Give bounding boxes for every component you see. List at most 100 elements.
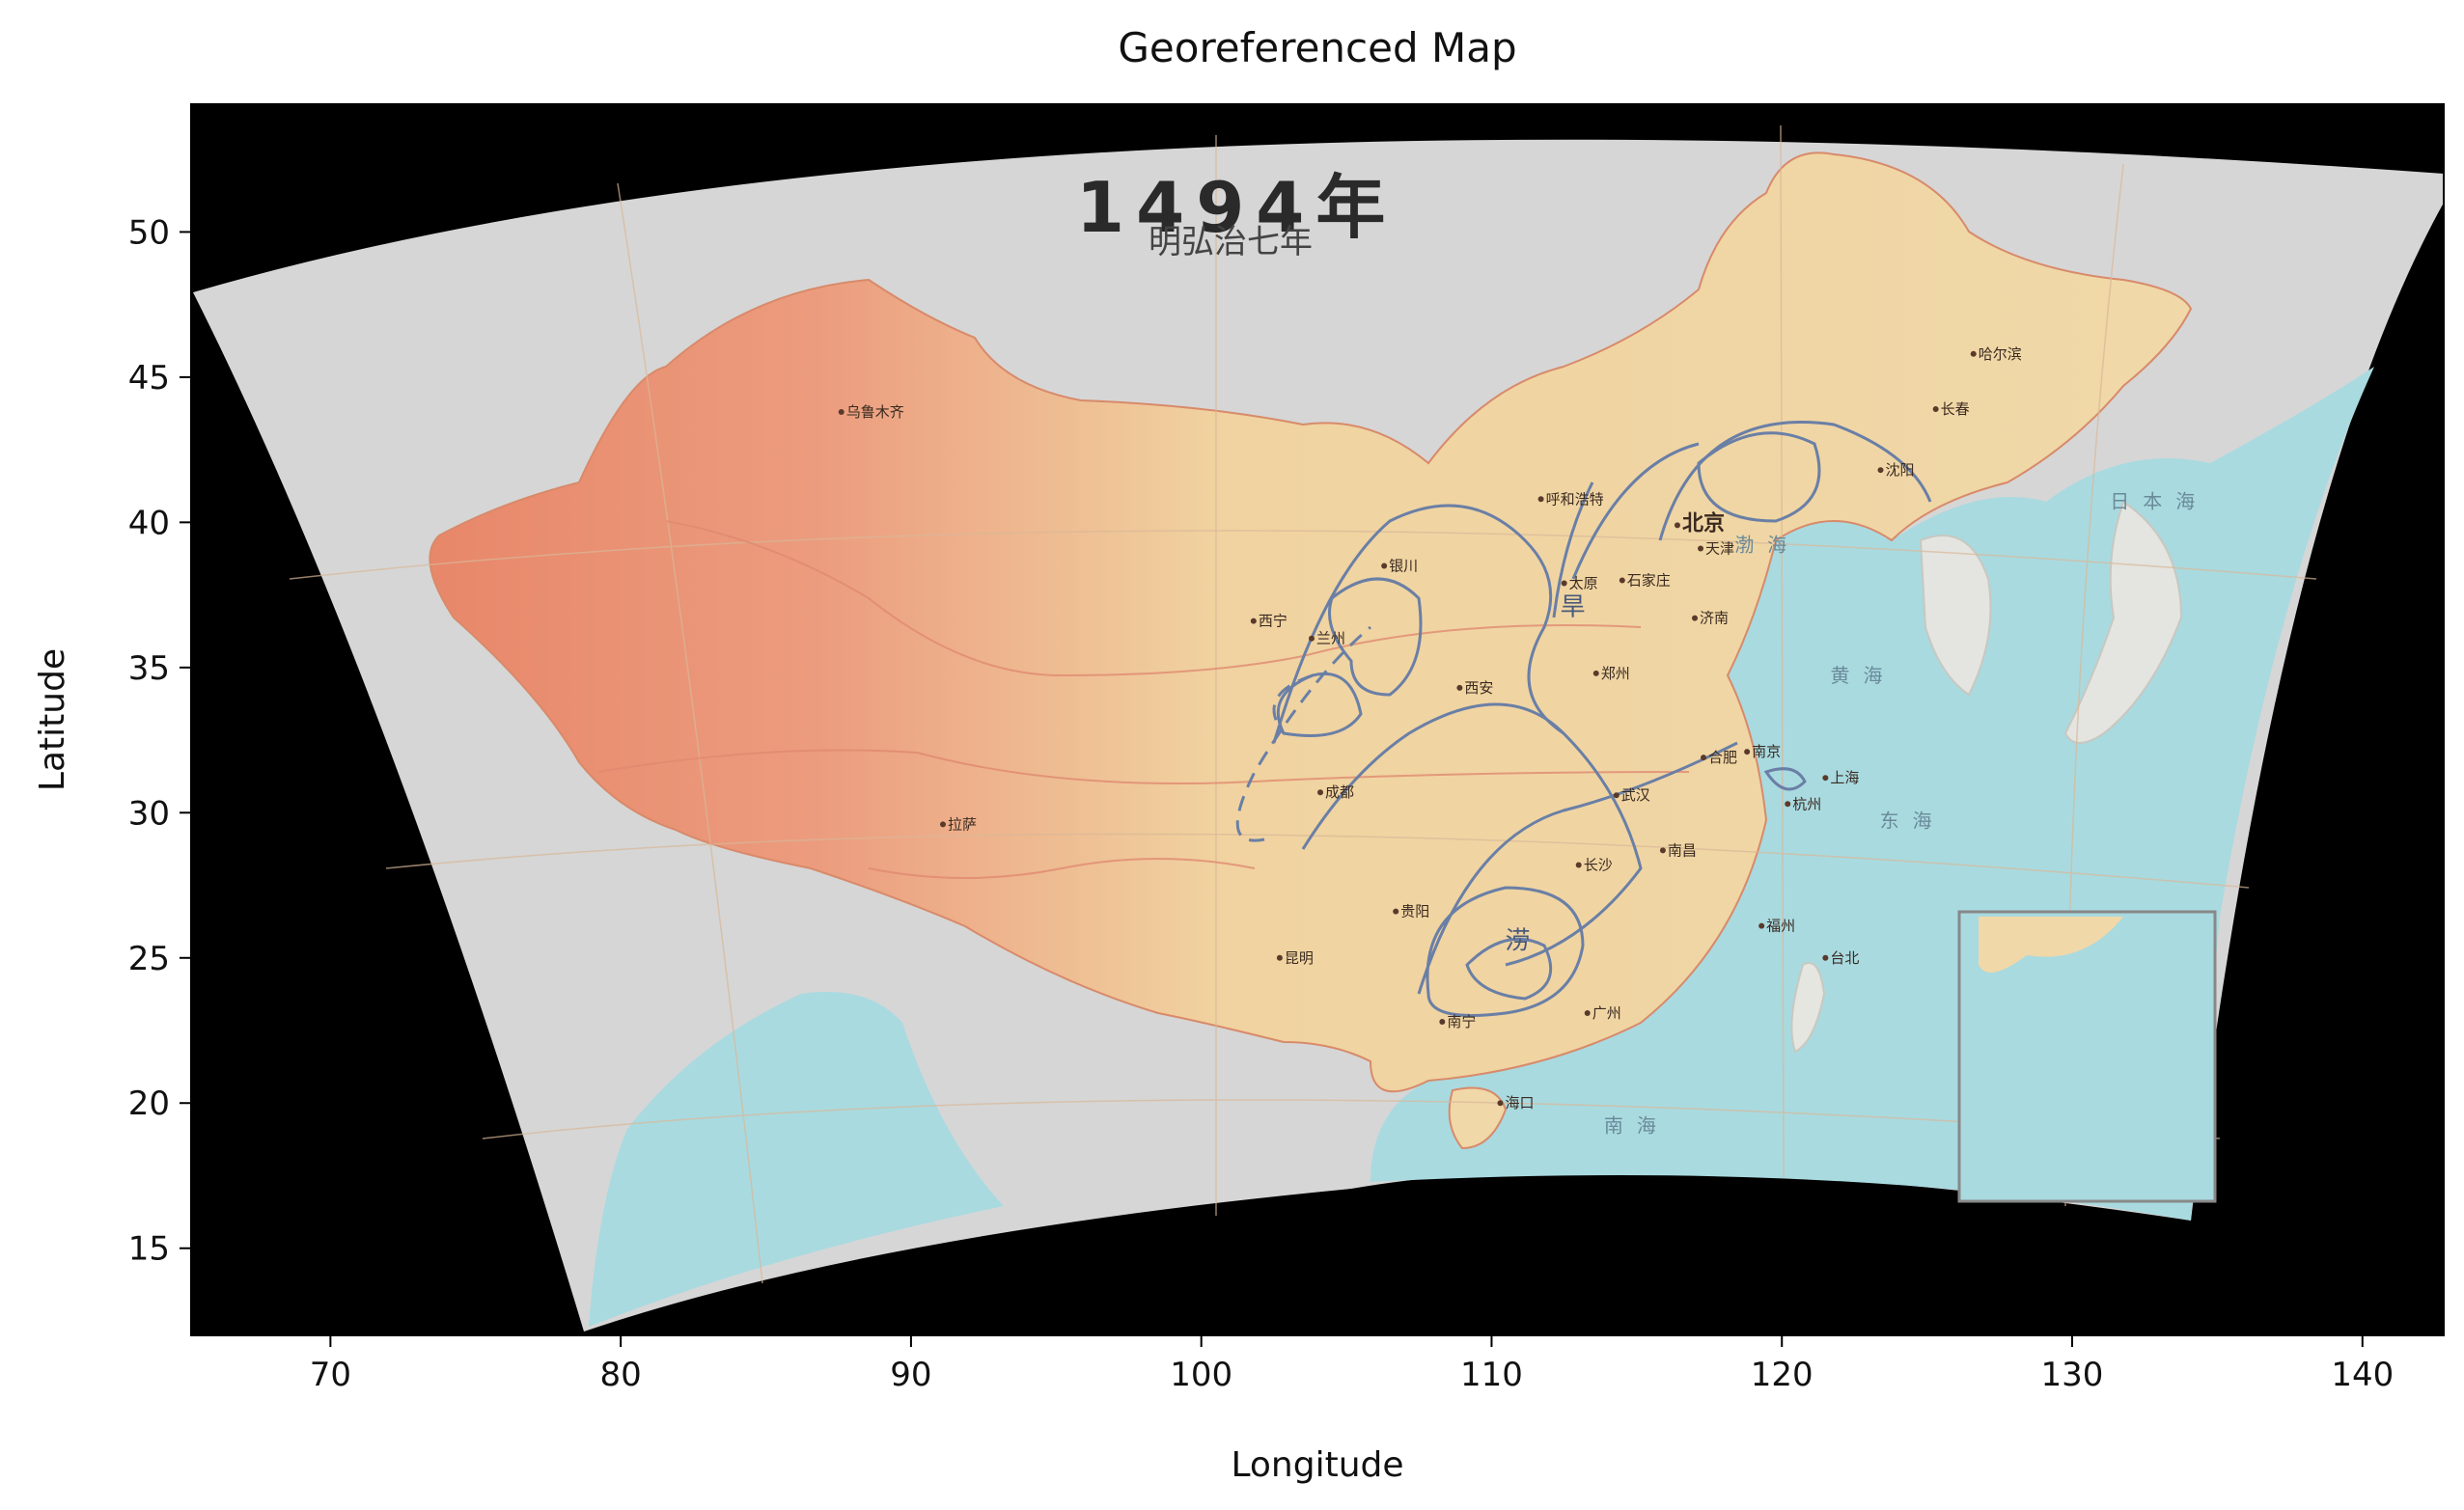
city-marker <box>1456 684 1463 691</box>
city-marker <box>1822 775 1829 782</box>
region-annotation: 南海 <box>1604 1113 1670 1137</box>
city-label: 武汉 <box>1621 786 1650 804</box>
x-axis-title: Longitude <box>1231 1445 1403 1485</box>
city-marker <box>1698 545 1704 552</box>
city-marker <box>1250 618 1257 624</box>
y-tick-label: 35 <box>128 649 170 688</box>
city-marker <box>1613 792 1620 799</box>
city-label: 银川 <box>1389 558 1418 575</box>
x-tick-label: 120 <box>1751 1356 1813 1394</box>
city-label: 拉萨 <box>948 815 977 833</box>
city-label: 广州 <box>1592 1004 1621 1022</box>
city-marker <box>1744 749 1751 755</box>
region-annotation: 东海 <box>1880 809 1946 832</box>
axes-frame <box>190 103 2445 1336</box>
y-tick-label: 20 <box>128 1084 170 1123</box>
city-marker <box>1575 862 1582 868</box>
map-rivers <box>597 520 1690 879</box>
city-label: 南京 <box>1752 743 1781 760</box>
city-label: 兰州 <box>1316 630 1345 647</box>
city-label: 长沙 <box>1584 856 1613 873</box>
x-tick-label: 110 <box>1460 1356 1523 1394</box>
city-marker <box>1970 350 1977 357</box>
city-marker <box>1393 908 1399 915</box>
city-label: 沈阳 <box>1886 461 1915 479</box>
map-year-title: 1494年 <box>1076 167 1397 248</box>
x-tick-label: 70 <box>310 1356 351 1394</box>
city-label: 成都 <box>1325 783 1354 801</box>
map-land-japan <box>2063 500 2183 744</box>
map-contours <box>1272 421 1932 1017</box>
city-label: 南昌 <box>1668 841 1697 859</box>
city-marker <box>940 821 947 828</box>
region-annotation: 涝 <box>1506 927 1531 956</box>
y-axis-title: Latitude <box>33 648 72 791</box>
city-marker <box>1561 580 1567 587</box>
city-label: 昆明 <box>1285 949 1314 967</box>
city-marker <box>1877 467 1884 474</box>
y-tick-label: 40 <box>128 504 170 542</box>
city-marker <box>1822 954 1829 961</box>
map-sea-bengal <box>589 992 1004 1327</box>
city-label: 郑州 <box>1601 665 1630 682</box>
x-tick-label: 80 <box>600 1356 642 1394</box>
city-marker <box>1674 522 1680 529</box>
map-land-korea <box>1919 535 1992 697</box>
city-label: 乌鲁木齐 <box>846 403 904 421</box>
y-tick-label: 25 <box>128 940 170 978</box>
city-label: 呼和浩特 <box>1546 490 1604 508</box>
city-label: 西安 <box>1464 679 1493 697</box>
city-label: 西宁 <box>1259 613 1287 630</box>
map-land-china <box>429 151 2193 1093</box>
region-annotation: 日本海 <box>2110 489 2208 512</box>
city-label: 济南 <box>1700 610 1729 627</box>
region-annotation: 旱 <box>1561 593 1586 622</box>
city-marker <box>1932 405 1939 412</box>
warped-map-image <box>193 124 2444 1332</box>
city-marker <box>1317 789 1324 796</box>
city-label: 石家庄 <box>1627 572 1671 590</box>
city-marker <box>1537 496 1544 503</box>
map-dynasty-subtitle: 明弘治七年 <box>1149 223 1313 261</box>
city-label: 杭州 <box>1792 795 1821 812</box>
city-marker <box>1439 1018 1446 1025</box>
city-label: 海口 <box>1505 1094 1534 1112</box>
city-label: 福州 <box>1766 918 1795 935</box>
city-marker <box>1497 1100 1504 1107</box>
x-tick-label: 140 <box>2331 1356 2394 1394</box>
city-label: 合肥 <box>1708 749 1737 766</box>
city-marker <box>1308 635 1315 642</box>
city-label: 哈尔滨 <box>1979 345 2022 363</box>
city-marker <box>1785 801 1791 808</box>
map-land-taiwan <box>1790 962 1826 1054</box>
city-marker <box>1592 670 1599 676</box>
x-tick-label: 100 <box>1170 1356 1232 1394</box>
city-label: 北京 <box>1682 510 1725 535</box>
city-marker <box>1584 1009 1591 1016</box>
region-annotation: 黄海 <box>1830 664 1896 687</box>
x-tick-label: 130 <box>2041 1356 2104 1394</box>
map-inset-land <box>1979 917 2123 973</box>
x-tick-label: 90 <box>890 1356 931 1394</box>
city-label: 太原 <box>1569 575 1598 592</box>
city-marker <box>1659 847 1666 854</box>
y-tick-label: 45 <box>128 359 170 398</box>
city-label: 台北 <box>1830 949 1859 967</box>
map-contours-dashed <box>1235 625 1371 842</box>
y-axis-ticks: 15 20 25 30 35 40 45 50 <box>128 213 191 1269</box>
y-tick-label: 30 <box>128 794 170 833</box>
city-marker <box>1701 755 1707 761</box>
x-axis-ticks: 70 80 90 100 110 120 130 140 <box>310 1335 2394 1394</box>
city-marker <box>1619 577 1625 584</box>
city-marker <box>1758 922 1765 929</box>
city-marker <box>1276 954 1283 961</box>
city-label: 长春 <box>1941 400 1970 418</box>
region-annotation: 渤海 <box>1734 533 1800 556</box>
city-marker <box>1381 563 1388 569</box>
y-tick-label: 50 <box>128 213 170 252</box>
city-marker <box>838 409 844 415</box>
y-tick-label: 15 <box>128 1230 170 1269</box>
